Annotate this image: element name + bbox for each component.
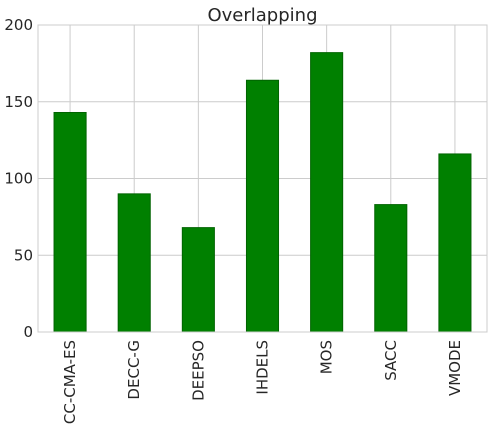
x-tick-label: IHDELS xyxy=(254,340,272,395)
y-tick-label: 50 xyxy=(14,246,33,264)
plot-area-frame xyxy=(37,24,488,333)
x-tick-label: VMODE xyxy=(446,340,464,396)
x-tick-label: MOS xyxy=(318,340,336,374)
x-tick-label: DECC-G xyxy=(125,340,143,400)
bar-ihdels xyxy=(245,79,280,333)
y-axis-ticks: 0 50 100 150 200 xyxy=(4,16,33,341)
bars xyxy=(53,52,472,333)
x-tick-label: CC-CMA-ES xyxy=(61,340,79,424)
bar-sacc xyxy=(374,204,408,333)
x-tick-label: DEEPSO xyxy=(189,340,207,401)
y-tick-label: 150 xyxy=(4,93,33,111)
bar-cc-cma-es xyxy=(53,111,87,333)
y-tick-label: 200 xyxy=(4,16,33,34)
x-axis-ticks: CC-CMA-ES DECC-G DEEPSO IHDELS MOS SACC VMODE xyxy=(61,340,464,424)
y-tick-label: 0 xyxy=(23,323,33,341)
bar-mos xyxy=(310,52,344,333)
bar-vmode xyxy=(438,153,472,333)
bar-deepso xyxy=(181,227,215,333)
x-tick-label: SACC xyxy=(382,340,400,381)
y-tick-label: 100 xyxy=(4,170,33,188)
chart-title: Overlapping xyxy=(207,5,317,26)
bar-decc-g xyxy=(117,193,151,333)
